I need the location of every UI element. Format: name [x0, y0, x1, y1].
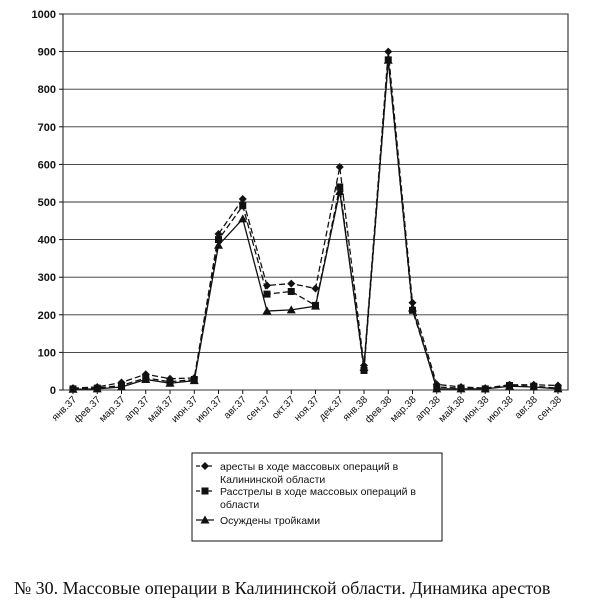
data-point-triangle	[383, 55, 393, 64]
y-tick-label: 600	[38, 159, 56, 171]
y-tick-label: 300	[38, 272, 56, 284]
data-point-triangle	[480, 384, 490, 393]
y-tick-label: 900	[38, 47, 56, 59]
data-point-triangle	[529, 382, 539, 391]
data-point-triangle	[165, 378, 175, 387]
data-point-triangle	[92, 384, 102, 393]
x-tick-label: июл.38	[485, 394, 516, 425]
data-point-triangle	[359, 362, 369, 371]
legend-label: Калининской области	[220, 474, 325, 486]
data-point-diamond	[335, 163, 344, 172]
x-tick-label: сен.38	[535, 394, 564, 423]
legend-label: Расстрелы в ходе массовых операций в	[220, 486, 416, 498]
data-point-triangle	[456, 384, 466, 393]
x-axis: янв.37фев.37мар.37апр.37май.37июн.37июл.…	[50, 390, 564, 425]
data-point-triangle	[238, 214, 248, 223]
data-point-triangle	[214, 240, 223, 249]
x-tick-label: фев.38	[363, 393, 395, 425]
y-tick-label: 0	[50, 385, 56, 397]
series-3	[68, 55, 563, 393]
x-tick-label: мар.38	[388, 394, 419, 425]
y-tick-label: 1000	[32, 9, 56, 21]
y-tick-label: 400	[38, 235, 56, 247]
x-tick-label: ноя.37	[292, 394, 322, 424]
x-tick-label: фев.37	[72, 393, 104, 425]
series-group	[68, 47, 563, 393]
y-tick-label: 700	[38, 122, 56, 134]
figure-caption: № 30. Массовые операции в Калининской об…	[14, 578, 551, 598]
series-line	[72, 60, 559, 390]
data-point-square	[287, 287, 295, 295]
y-tick-label: 500	[38, 197, 56, 209]
data-point-triangle	[286, 305, 296, 314]
series-line	[72, 59, 559, 390]
series-line	[72, 51, 559, 389]
data-point-square	[336, 183, 344, 191]
data-point-square	[215, 236, 222, 244]
grid-lines	[62, 13, 569, 391]
data-point-triangle	[189, 376, 199, 385]
x-tick-label: дек.37	[317, 394, 346, 423]
legend-label: области	[220, 499, 259, 511]
legend-marker-triangle	[200, 515, 210, 524]
data-point-triangle	[408, 303, 417, 312]
y-tick-label: 100	[38, 347, 56, 359]
legend: аресты в ходе массовых операций вКалинин…	[191, 452, 443, 542]
series-1	[69, 47, 562, 393]
data-point-triangle	[553, 384, 563, 393]
data-point-diamond	[384, 47, 393, 56]
legend-marker-square	[201, 487, 209, 495]
data-point-triangle	[505, 381, 514, 390]
data-point-square	[239, 202, 247, 210]
y-tick-label: 200	[38, 310, 56, 322]
y-tick-label: 800	[38, 84, 56, 96]
data-point-diamond	[287, 279, 296, 288]
data-point-triangle	[311, 301, 320, 310]
legend-label: аресты в ходе массовых операций в	[220, 461, 399, 473]
data-point-diamond	[214, 229, 223, 238]
data-point-triangle	[68, 384, 78, 393]
data-point-triangle	[262, 306, 272, 315]
data-point-triangle	[432, 384, 442, 393]
x-tick-label: мар.37	[97, 394, 128, 425]
legend-box	[191, 452, 443, 542]
data-point-diamond	[238, 194, 247, 203]
data-point-triangle	[117, 382, 126, 391]
data-point-triangle	[335, 186, 345, 195]
legend-marker-diamond	[201, 462, 209, 470]
series-2	[69, 56, 562, 393]
data-point-triangle	[141, 374, 151, 383]
data-point-diamond	[311, 284, 320, 293]
x-tick-label: июл.37	[194, 394, 225, 425]
y-axis: 0 100 200 300 400 500 600 700 800 900 1000	[32, 9, 63, 397]
legend-label: Осуждены тройками	[220, 515, 320, 527]
chart: 0 100 200 300 400 500 600 700 800 900 1000 янв.37ф…	[32, 9, 569, 542]
data-point-square	[263, 290, 271, 298]
x-tick-label: сен.37	[244, 394, 273, 423]
